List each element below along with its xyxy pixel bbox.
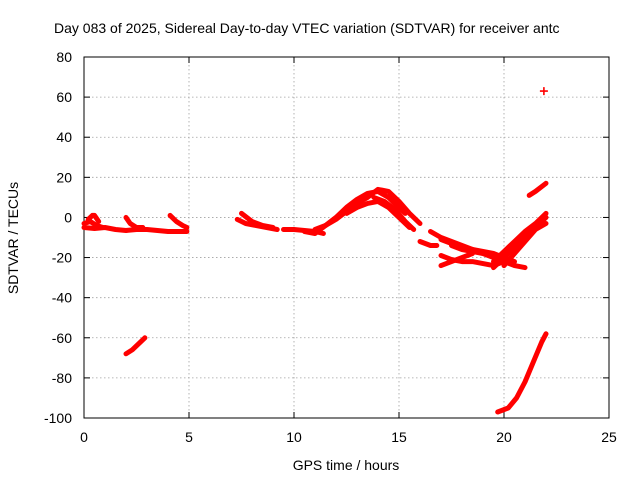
series-arc-11 <box>312 186 423 232</box>
series-arc-4 <box>123 214 146 230</box>
series-arc-20 <box>491 214 549 271</box>
series-arc-2 <box>81 219 106 230</box>
x-tick-label: 10 <box>286 429 302 445</box>
y-tick-label: 20 <box>56 169 72 185</box>
y-tick-label: 80 <box>56 49 72 65</box>
x-axis-label: GPS time / hours <box>293 457 400 473</box>
data-point-outlier <box>539 87 548 96</box>
y-tick-label: -100 <box>44 410 72 426</box>
series-arc-24 <box>495 331 549 415</box>
x-tick-label: 15 <box>391 429 407 445</box>
data-series <box>81 87 549 415</box>
y-tick-label: 60 <box>56 89 72 105</box>
series-arc-13 <box>371 194 417 232</box>
y-axis: -100 -80 -60 -40 -20 0 20 40 60 80 <box>44 49 609 426</box>
plot-frame <box>83 56 610 419</box>
y-tick-label: 40 <box>56 129 72 145</box>
series-arc-6 <box>123 335 148 357</box>
series-arc-5 <box>167 212 190 230</box>
series-arc-19 <box>438 251 475 269</box>
series-arc-8 <box>239 210 276 230</box>
chart-title: Day 083 of 2025, Sidereal Day-to-day VTE… <box>54 20 560 36</box>
series-arc-18 <box>449 243 528 271</box>
x-tick-label: 0 <box>80 429 88 445</box>
x-tick-label: 25 <box>601 429 617 445</box>
series-arc-21 <box>491 210 549 265</box>
y-tick-label: -40 <box>52 290 72 306</box>
series-arc-14 <box>417 239 440 248</box>
y-tick-label: 0 <box>64 209 72 225</box>
y-tick-label: -20 <box>52 250 72 266</box>
x-axis: 0 5 10 15 20 25 <box>80 57 617 445</box>
series-arc-22 <box>501 221 549 269</box>
series-arc-3 <box>85 212 102 224</box>
x-tick-label: 5 <box>185 429 193 445</box>
y-axis-label: SDTVAR / TECUs <box>5 182 21 294</box>
y-tick-label: -60 <box>52 330 72 346</box>
grid <box>84 57 609 418</box>
series-arc-23 <box>526 180 549 198</box>
y-tick-label: -80 <box>52 370 72 386</box>
x-tick-label: 20 <box>496 429 512 445</box>
